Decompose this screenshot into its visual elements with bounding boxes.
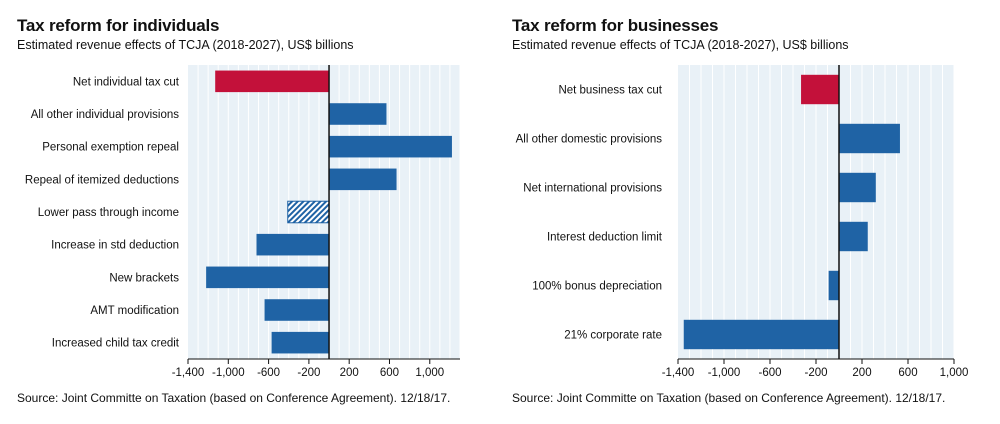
- category-label: All other domestic provisions: [516, 134, 663, 146]
- category-label: AMT modification: [90, 305, 179, 317]
- bar-100-bonus-depreciation: [828, 270, 839, 301]
- category-label: Net international provisions: [523, 183, 662, 195]
- x-tick-label: -600: [257, 367, 280, 379]
- x-tick-label: -1,000: [212, 367, 245, 379]
- x-tick-label: 600: [898, 367, 917, 379]
- chart-title: Tax reform for businesses: [512, 16, 719, 35]
- category-label: New brackets: [109, 272, 179, 284]
- bar-all-other-individual-provisions: [329, 103, 387, 125]
- x-tick-label: 1,000: [940, 367, 969, 379]
- x-tick-label: -1,400: [172, 367, 205, 379]
- category-label: Lower pass through income: [38, 207, 179, 219]
- individuals-chart-panel: Tax reform for individuals Estimated rev…: [0, 0, 490, 424]
- x-tick-label: -600: [758, 367, 781, 379]
- x-tick-label: 1,000: [415, 367, 444, 379]
- bar-21-corporate-rate: [683, 319, 839, 350]
- category-label: Increase in std deduction: [51, 240, 179, 252]
- chart-subtitle: Estimated revenue effects of TCJA (2018-…: [17, 38, 354, 52]
- bar-repeal-of-itemized-deductions: [329, 168, 397, 191]
- x-tick-label: 200: [852, 367, 871, 379]
- x-tick-label: -1,400: [662, 367, 695, 379]
- businesses-chart-panel: Tax reform for businesses Estimated reve…: [500, 0, 1000, 424]
- bar-lower-pass-through-income: [287, 200, 330, 224]
- x-tick-label: -200: [297, 367, 320, 379]
- bar-increased-child-tax-credit: [271, 331, 330, 354]
- bar-net-international-provisions: [839, 172, 876, 203]
- x-tick-label: 200: [340, 367, 359, 379]
- businesses-bar-chart: Net business tax cut All other domestic p…: [516, 65, 969, 379]
- chart-title: Tax reform for individuals: [17, 16, 220, 35]
- individuals-bar-chart: Net individual tax cut All other individu…: [25, 65, 461, 379]
- chart-subtitle: Estimated revenue effects of TCJA (2018-…: [512, 38, 849, 52]
- category-label: 100% bonus depreciation: [532, 281, 662, 293]
- chart-source: Source: Joint Committe on Taxation (base…: [17, 391, 451, 405]
- category-label: Net business tax cut: [558, 85, 662, 97]
- bar-amt-modification: [264, 299, 330, 321]
- category-label: Interest deduction limit: [547, 232, 663, 244]
- bar-interest-deduction-limit: [839, 221, 868, 252]
- bar-increase-in-std-deduction: [256, 233, 330, 256]
- category-label: All other individual provisions: [31, 109, 180, 121]
- bar-new-brackets: [206, 266, 330, 289]
- x-tick-label: 600: [380, 367, 399, 379]
- x-tick-label: -1,000: [708, 367, 741, 379]
- category-label: Repeal of itemized deductions: [25, 174, 179, 186]
- bar-all-other-domestic-provisions: [839, 123, 900, 154]
- bar-net-business-tax-cut: [801, 74, 839, 105]
- bar-net-individual-tax-cut: [215, 70, 330, 93]
- category-label: Personal exemption repeal: [42, 142, 179, 154]
- chart-source: Source: Joint Committe on Taxation (base…: [512, 391, 946, 405]
- x-tick-label: -200: [804, 367, 827, 379]
- bar-personal-exemption-repeal: [329, 135, 452, 158]
- category-label: Increased child tax credit: [52, 338, 180, 350]
- category-label: Net individual tax cut: [73, 76, 180, 88]
- category-label: 21% corporate rate: [564, 330, 662, 342]
